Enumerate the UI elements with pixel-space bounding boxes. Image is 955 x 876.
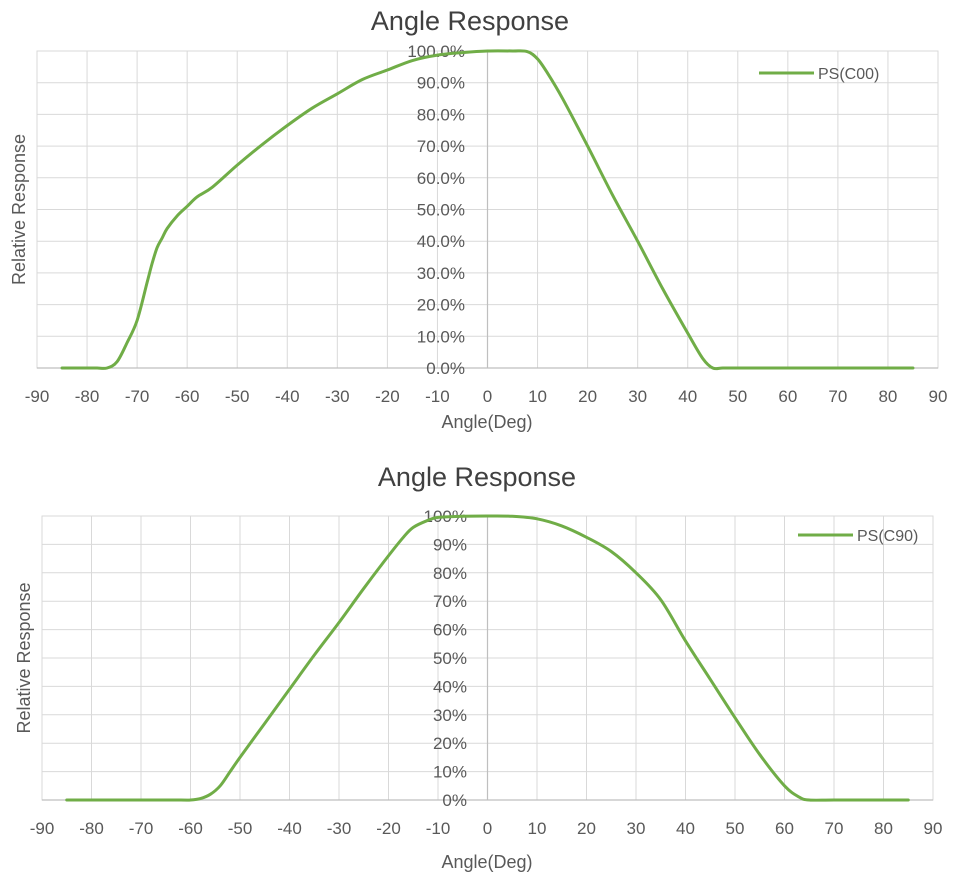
x-tick-label: 50 bbox=[726, 819, 745, 838]
y-tick-label: 10.0% bbox=[417, 327, 465, 346]
x-tick-label: 20 bbox=[577, 819, 596, 838]
x-tick-label: -60 bbox=[178, 819, 203, 838]
x-tick-label: -90 bbox=[30, 819, 55, 838]
x-tick-label: 30 bbox=[627, 819, 646, 838]
y-tick-label: 100.0% bbox=[407, 42, 465, 61]
series-line bbox=[60, 49, 915, 371]
y-tick-label: 90% bbox=[433, 535, 467, 554]
y-tick-label: 20% bbox=[433, 734, 467, 753]
series-line bbox=[65, 514, 910, 802]
x-tick-label: -70 bbox=[125, 387, 150, 406]
x-tick-label: 60 bbox=[775, 819, 794, 838]
x-tick-label: -10 bbox=[425, 387, 450, 406]
x-tick-label: 60 bbox=[778, 387, 797, 406]
x-tick-label: -30 bbox=[327, 819, 352, 838]
chart-svg-c00: Angle Response -90 -80 -70 -60 -50 -40 -30 -20 -1… bbox=[9, 6, 948, 432]
x-tick-label: 90 bbox=[929, 387, 948, 406]
y-tick-label: 40% bbox=[433, 677, 467, 696]
x-tick-label: -20 bbox=[375, 387, 400, 406]
legend-label: PS(C00) bbox=[818, 66, 879, 83]
x-tick-label: -70 bbox=[129, 819, 154, 838]
x-tick-label: 30 bbox=[628, 387, 647, 406]
x-axis-label: Angle(Deg) bbox=[441, 852, 532, 872]
y-axis-label: Relative Response bbox=[9, 134, 29, 285]
x-axis-label: Angle(Deg) bbox=[441, 412, 532, 432]
y-tick-label: 80.0% bbox=[417, 105, 465, 124]
x-tick-label: 0 bbox=[483, 819, 492, 838]
y-axis-label: Relative Response bbox=[14, 582, 34, 733]
y-tick-label: 80% bbox=[433, 564, 467, 583]
x-tick-label: 70 bbox=[828, 387, 847, 406]
x-tick-label: -80 bbox=[79, 819, 104, 838]
x-tick-label: 40 bbox=[676, 819, 695, 838]
chart-title: Angle Response bbox=[378, 462, 576, 492]
y-tick-label: 50.0% bbox=[417, 201, 465, 220]
x-tick-label: 10 bbox=[528, 819, 547, 838]
y-tick-label: 0% bbox=[442, 791, 467, 810]
x-tick-label: -50 bbox=[225, 387, 250, 406]
y-tick-label: 0.0% bbox=[426, 359, 465, 378]
x-tick-label: 40 bbox=[678, 387, 697, 406]
x-tick-label: 90 bbox=[924, 819, 943, 838]
angle-response-chart-c90: Angle Response -90 -80 -70 -60 -50 -40 -30 -20 -1… bbox=[0, 448, 955, 876]
x-tick-label: 70 bbox=[825, 819, 844, 838]
x-tick-label: 80 bbox=[874, 819, 893, 838]
chart-title: Angle Response bbox=[371, 6, 569, 36]
chart-svg-c90: Angle Response -90 -80 -70 -60 -50 -40 -30 -20 -1… bbox=[14, 462, 943, 872]
x-tick-label: -20 bbox=[376, 819, 401, 838]
y-tick-label: 50% bbox=[433, 649, 467, 668]
y-tick-label: 10% bbox=[433, 763, 467, 782]
x-tick-label: -80 bbox=[75, 387, 100, 406]
x-tick-label: -60 bbox=[175, 387, 200, 406]
x-tick-label: -40 bbox=[275, 387, 300, 406]
x-tick-label: -30 bbox=[325, 387, 350, 406]
y-tick-label: 60% bbox=[433, 621, 467, 640]
y-tick-label: 40.0% bbox=[417, 232, 465, 251]
legend-label: PS(C90) bbox=[857, 528, 918, 545]
angle-response-chart-c00: Angle Response -90 -80 -70 -60 -50 -40 -30 -20 -1… bbox=[9, 6, 948, 432]
x-tick-label: 10 bbox=[528, 387, 547, 406]
y-tick-label: 20.0% bbox=[417, 296, 465, 315]
y-tick-label: 70% bbox=[433, 592, 467, 611]
y-tick-label: 30% bbox=[433, 706, 467, 725]
x-tick-label: 50 bbox=[728, 387, 747, 406]
x-tick-label: 80 bbox=[878, 387, 897, 406]
y-tick-label: 90.0% bbox=[417, 74, 465, 93]
y-tick-label: 60.0% bbox=[417, 169, 465, 188]
x-tick-label: 0 bbox=[483, 387, 492, 406]
y-tick-label: 70.0% bbox=[417, 137, 465, 156]
x-tick-label: -50 bbox=[228, 819, 253, 838]
x-tick-label: -40 bbox=[277, 819, 302, 838]
x-tick-label: -10 bbox=[426, 819, 451, 838]
x-tick-label: -90 bbox=[25, 387, 50, 406]
y-tick-label: 30.0% bbox=[417, 264, 465, 283]
x-tick-label: 20 bbox=[578, 387, 597, 406]
